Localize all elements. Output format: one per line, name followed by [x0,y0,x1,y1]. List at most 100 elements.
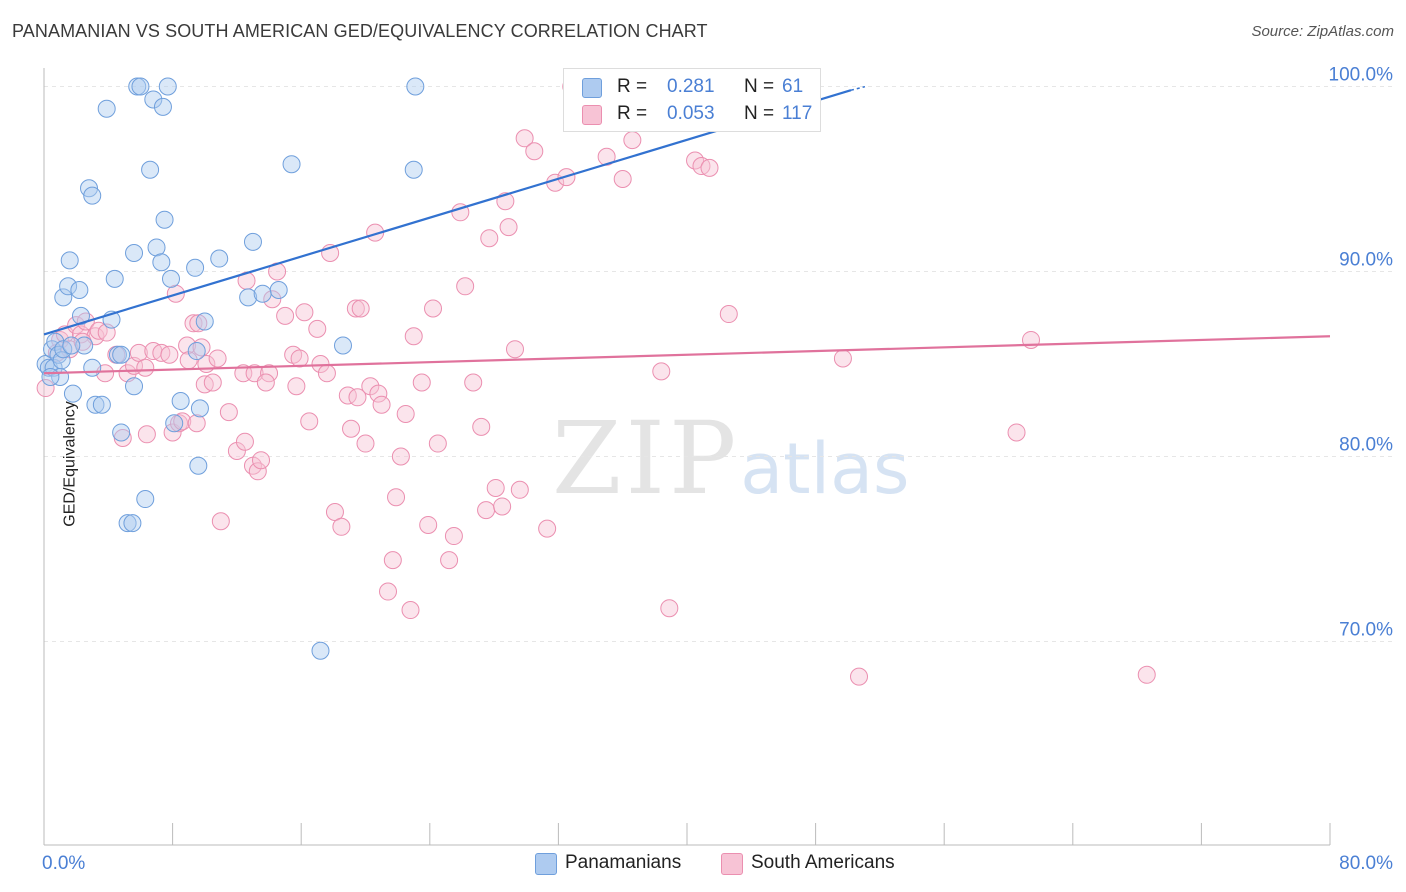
data-point [700,158,719,177]
data-point [112,423,131,442]
legend-r-value: 0.281 [667,76,715,97]
legend-swatch-blue [582,78,602,98]
data-point [187,414,206,433]
data-point [158,77,177,96]
legend-swatch-blue [535,853,557,875]
data-point [276,306,295,325]
data-point [203,373,222,392]
data-point [515,129,534,148]
data-point [112,345,131,364]
data-point [219,403,238,422]
data-point [505,340,524,359]
data-point [477,501,496,520]
data-point [850,667,869,686]
data-point [510,480,529,499]
data-point [83,358,102,377]
y-tick-label: 80.0% [1339,435,1393,456]
trend-line-south-americans [43,335,1331,375]
tick-labels: 70.0% 80.0% 90.0% 100.0% 0.0% 80.0% [42,65,1393,875]
trend-line-extension [850,85,866,91]
data-point [153,97,172,116]
grid [44,86,1395,642]
data-point [123,514,142,533]
data-point [165,414,184,433]
chart-title: PANAMANIAN VS SOUTH AMERICAN GED/EQUIVAL… [12,21,708,41]
data-point [54,288,73,307]
data-point [243,232,262,251]
data-point [613,170,632,188]
axes [43,68,1331,846]
data-point [325,503,344,521]
data-point [125,244,144,262]
legend-n-value: 117 [782,103,813,124]
data-point [346,299,365,318]
data-point [83,186,102,205]
legend-n-value: 61 [782,76,804,97]
data-point [300,412,319,431]
legend-n-label: N = [744,103,775,124]
y-tick-label: 90.0% [1339,250,1393,271]
data-point [391,447,410,466]
data-point [248,462,267,481]
data-point [141,160,160,179]
data-point [419,515,438,534]
data-point [269,281,288,299]
data-point [192,338,211,357]
data-point [253,284,272,303]
data-point [333,336,352,355]
data-point [171,392,190,410]
stats-legend: R = 0.281 N = 61 R = 0.053 N = 117 [563,68,821,132]
data-point [118,514,137,533]
legend-r-value: 0.053 [667,103,715,124]
data-point [137,425,156,444]
legend-swatch-pink [721,853,743,875]
data-point [235,432,254,451]
data-point [486,478,505,497]
data-point [317,364,336,383]
data-point [144,90,163,109]
data-point [597,147,616,166]
data-point [406,77,425,96]
data-point [719,305,738,324]
data-point [660,599,679,618]
data-point [652,362,671,381]
data-point [195,312,214,331]
data-point [351,299,370,318]
data-point [210,249,229,268]
data-point [70,281,89,299]
data-point [92,395,111,414]
data-point [60,251,79,270]
watermark-atlas: atlas [740,428,910,510]
data-point [308,319,327,338]
data-point [36,379,55,398]
data-point [190,399,209,418]
data-point [131,77,150,96]
data-point [525,142,544,161]
data-point [152,253,171,272]
data-point [295,303,314,322]
data-point [348,388,367,407]
data-point [401,601,420,620]
data-point [396,404,415,423]
data-point [184,314,203,333]
data-point [404,327,423,346]
data-point [41,367,60,386]
data-point [379,582,398,601]
data-point [62,336,81,355]
data-point [499,218,518,237]
data-point [342,419,361,438]
data-point [129,343,148,362]
data-point [623,131,642,150]
data-point [1137,665,1156,684]
legend-swatch-pink [582,105,602,125]
legend-label: Panamanians [565,852,682,873]
data-point [186,258,205,277]
data-point [189,456,208,475]
data-point [187,342,206,361]
data-point [263,290,282,309]
data-point [97,99,116,118]
data-point [428,434,447,453]
y-tick-label: 100.0% [1329,65,1394,86]
data-point [538,519,557,538]
data-point [52,351,71,370]
